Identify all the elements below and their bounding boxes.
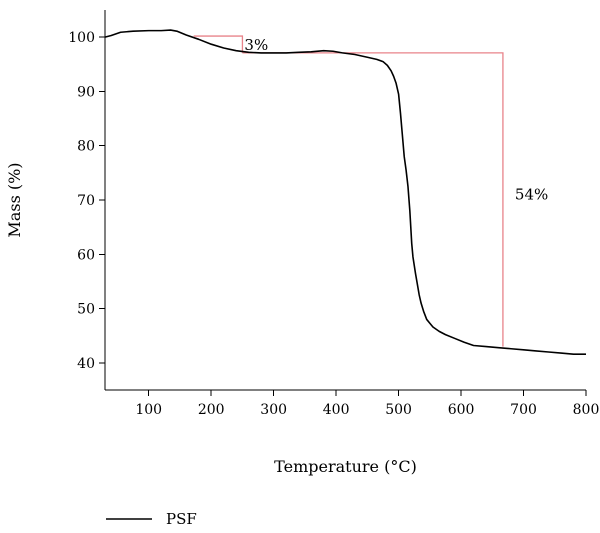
y-axis-title: Mass (%)	[5, 162, 24, 237]
y-tick-label: 90	[77, 84, 95, 100]
x-tick-label: 500	[385, 402, 412, 418]
x-tick-label: 600	[448, 402, 475, 418]
legend-label-psf: PSF	[166, 510, 197, 528]
x-tick-label: 100	[135, 402, 162, 418]
series-line-psf	[104, 29, 586, 355]
legend: PSF	[106, 510, 197, 528]
y-tick-label: 40	[77, 356, 95, 372]
y-tick-label: 80	[77, 139, 95, 155]
y-tick-label: 100	[68, 30, 95, 46]
mass-loss-annotations: 3% 54%	[193, 35, 548, 347]
x-tick-label: 300	[260, 402, 287, 418]
y-tick-label: 60	[77, 247, 95, 263]
y-tick-label: 50	[77, 302, 95, 318]
annotation-label-1: 3%	[244, 36, 268, 54]
x-axis-ticks: 100 200 300 400 500 600 700 800	[135, 390, 599, 418]
x-tick-label: 200	[198, 402, 225, 418]
x-axis-title: Temperature (°C)	[274, 457, 417, 476]
y-axis-ticks: 40 50 60 70 80 90 100	[68, 30, 105, 372]
annotation-bracket-2	[242, 52, 504, 347]
annotation-bracket-1	[193, 35, 244, 53]
annotation-label-2: 54%	[515, 186, 548, 204]
x-tick-label: 800	[573, 402, 600, 418]
x-tick-label: 400	[323, 402, 350, 418]
x-tick-label: 700	[510, 402, 537, 418]
series-layer	[104, 29, 586, 355]
y-tick-label: 70	[77, 193, 95, 209]
